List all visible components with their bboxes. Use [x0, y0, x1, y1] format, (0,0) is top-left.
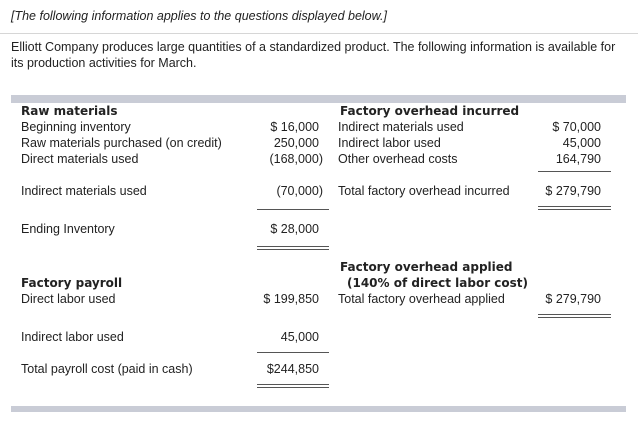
payroll-direct-value: $ 199,850 — [263, 292, 319, 306]
payroll-subtotal-line — [257, 352, 329, 353]
payroll-double-line-bottom — [257, 387, 329, 388]
rm-double-line-bottom — [257, 249, 329, 250]
rm-ending-value: $ 28,000 — [270, 222, 319, 236]
oa-total-value: $ 279,790 — [545, 292, 601, 306]
overhead-incurred-title: Factory overhead incurred — [340, 104, 520, 118]
problem-intro: Elliott Company produces large quantitie… — [11, 40, 616, 70]
oi-labor-value: 45,000 — [562, 136, 601, 150]
oi-labor-label: Indirect labor used — [338, 136, 441, 150]
rm-purchased-value: 250,000 — [273, 136, 319, 150]
payroll-double-line-top — [257, 384, 329, 385]
data-table: Raw materials Beginning inventory $ 16,0… — [11, 95, 626, 415]
rm-indirect-label: Indirect materials used — [21, 184, 147, 198]
rm-subtotal-line — [257, 209, 329, 210]
oa-double-line-top — [538, 314, 611, 315]
oi-double-line-top — [538, 206, 611, 207]
rm-indirect-value: (70,000) — [276, 184, 323, 198]
oi-materials-value: $ 70,000 — [552, 120, 601, 134]
rm-beginning-value: $ 16,000 — [270, 120, 319, 134]
oa-total-label: Total factory overhead applied — [338, 292, 505, 306]
overhead-applied-title: Factory overhead applied — [340, 260, 513, 274]
oi-double-line-bottom — [538, 209, 611, 210]
oi-subtotal-line — [538, 171, 611, 172]
instructions-note: [The following information applies to th… — [11, 9, 387, 23]
rm-ending-label: Ending Inventory — [21, 222, 115, 236]
oi-other-value: 164,790 — [555, 152, 601, 166]
rm-direct-value: (168,000) — [269, 152, 323, 166]
instructions-bar: [The following information applies to th… — [0, 0, 638, 34]
payroll-indirect-label: Indirect labor used — [21, 330, 124, 344]
table-footer-bar — [11, 406, 626, 412]
oi-other-label: Other overhead costs — [338, 152, 458, 166]
payroll-total-label: Total payroll cost (paid in cash) — [21, 362, 193, 376]
raw-materials-title: Raw materials — [21, 104, 118, 118]
payroll-indirect-value: 45,000 — [280, 330, 319, 344]
rm-double-line-top — [257, 246, 329, 247]
rm-direct-label: Direct materials used — [21, 152, 139, 166]
overhead-applied-subtitle: (140% of direct labor cost) — [347, 276, 529, 290]
payroll-title: Factory payroll — [21, 276, 123, 290]
oa-double-line-bottom — [538, 317, 611, 318]
payroll-direct-label: Direct labor used — [21, 292, 116, 306]
table-header-bar — [11, 95, 626, 103]
payroll-total-value: $244,850 — [266, 362, 319, 376]
oi-total-label: Total factory overhead incurred — [338, 184, 510, 198]
oi-total-value: $ 279,790 — [545, 184, 601, 198]
oi-materials-label: Indirect materials used — [338, 120, 464, 134]
rm-beginning-label: Beginning inventory — [21, 120, 131, 134]
rm-purchased-label: Raw materials purchased (on credit) — [21, 136, 222, 150]
